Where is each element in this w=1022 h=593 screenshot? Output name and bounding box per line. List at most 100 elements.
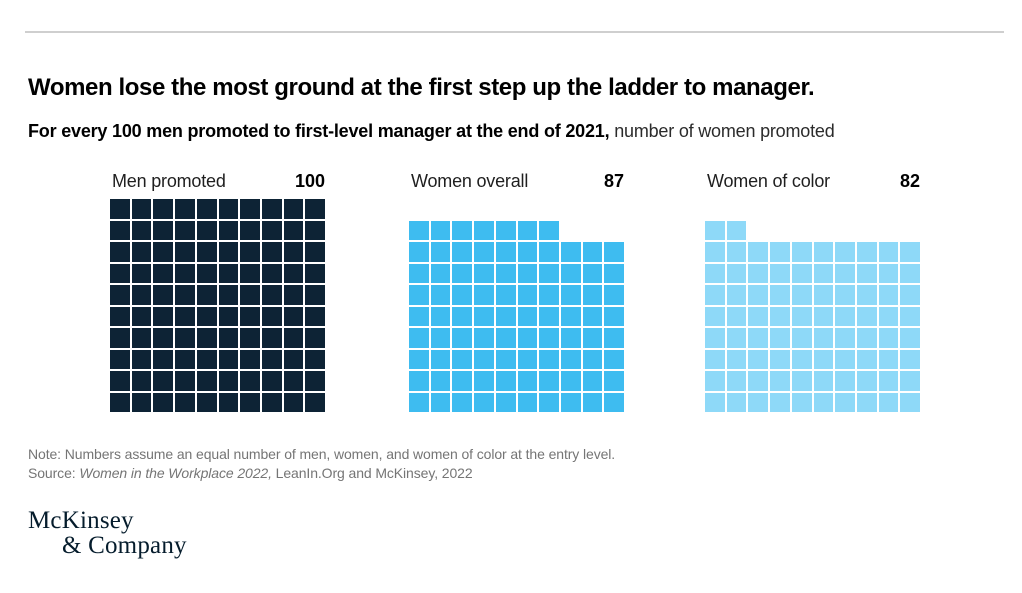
- source-line: Source: Women in the Workplace 2022, Lea…: [28, 464, 828, 483]
- waffle-cell: [452, 220, 473, 240]
- waffle-cell: [582, 285, 603, 305]
- waffle-cell: [539, 285, 559, 305]
- waffle-cell: [175, 349, 195, 369]
- waffle-cell: [748, 371, 769, 391]
- waffle-cell: [175, 242, 195, 262]
- waffle-cell: [748, 392, 769, 412]
- waffle-cell: [409, 349, 429, 369]
- waffle-cell: [283, 328, 304, 348]
- waffle-cell: [430, 306, 451, 326]
- waffle-cell: [792, 199, 812, 219]
- waffle-cell: [305, 371, 325, 391]
- chart-title: Women lose the most ground at the first …: [28, 74, 815, 102]
- waffle-cell: [175, 220, 195, 240]
- waffle-cell: [305, 242, 325, 262]
- waffle-cell: [175, 392, 195, 412]
- waffle-cell: [517, 263, 538, 283]
- waffle-cell: [604, 349, 624, 369]
- waffle-cell: [835, 242, 855, 262]
- waffle-cell: [452, 371, 473, 391]
- waffle-cell: [539, 220, 559, 240]
- waffle-cell: [175, 263, 195, 283]
- waffle-cell: [131, 328, 152, 348]
- waffle-cell: [604, 392, 624, 412]
- waffle-cell: [604, 285, 624, 305]
- waffle-cell: [748, 349, 769, 369]
- waffle-cell: [517, 285, 538, 305]
- waffle-cell: [153, 242, 174, 262]
- waffle-cell: [878, 306, 899, 326]
- waffle-cell: [813, 285, 834, 305]
- waffle-cell: [856, 392, 877, 412]
- waffle-cell: [430, 285, 451, 305]
- waffle-cell: [175, 285, 195, 305]
- waffle-cell: [705, 220, 725, 240]
- waffle-cell: [835, 306, 855, 326]
- waffle-cell: [153, 306, 174, 326]
- waffle-cell: [153, 328, 174, 348]
- waffle-cell: [705, 285, 725, 305]
- waffle-cell: [430, 392, 451, 412]
- waffle-cell: [452, 392, 473, 412]
- waffle-cell: [218, 392, 239, 412]
- waffle-cell: [878, 328, 899, 348]
- waffle-group-men-promoted: Men promoted 100: [110, 171, 325, 413]
- waffle-cell: [283, 349, 304, 369]
- waffle-cell: [283, 371, 304, 391]
- waffle-cell: [218, 306, 239, 326]
- top-divider-rule: [25, 31, 1004, 33]
- waffle-cell: [131, 392, 152, 412]
- waffle-cell: [560, 349, 581, 369]
- waffle-cell: [283, 263, 304, 283]
- waffle-cell: [900, 221, 920, 241]
- waffle-cell: [726, 220, 747, 240]
- waffle-cell: [726, 242, 747, 262]
- waffle-cell: [261, 306, 282, 326]
- waffle-cell: [452, 242, 473, 262]
- waffle-cell: [748, 306, 769, 326]
- waffle-cell: [856, 242, 877, 262]
- waffle-cell: [770, 285, 790, 305]
- waffle-cell: [261, 328, 282, 348]
- waffle-cell: [110, 263, 130, 283]
- waffle-cell: [153, 199, 174, 219]
- waffle-cell: [560, 306, 581, 326]
- waffle-cell: [409, 220, 429, 240]
- waffle-cell: [770, 263, 790, 283]
- waffle-cell: [175, 306, 195, 326]
- waffle-cell: [539, 371, 559, 391]
- waffle-cell: [539, 263, 559, 283]
- waffle-cell: [856, 263, 877, 283]
- waffle-cell: [218, 371, 239, 391]
- waffle-cell: [814, 199, 834, 219]
- waffle-cell: [131, 242, 152, 262]
- waffle-cell: [856, 328, 877, 348]
- waffle-cell: [196, 392, 217, 412]
- waffle-cell: [560, 285, 581, 305]
- waffle-cell: [474, 220, 494, 240]
- waffle-group-women-of-color: Women of color 82: [705, 171, 920, 413]
- waffle-cell: [791, 392, 812, 412]
- waffle-cell: [305, 392, 325, 412]
- waffle-cell: [409, 392, 429, 412]
- waffle-cell: [791, 328, 812, 348]
- waffle-cell: [409, 285, 429, 305]
- waffle-cell: [153, 220, 174, 240]
- waffle-cell: [110, 328, 130, 348]
- waffle-cell: [153, 349, 174, 369]
- waffle-cell: [560, 242, 581, 262]
- waffle-cell: [175, 199, 195, 219]
- waffle-cell: [791, 285, 812, 305]
- waffle-cell: [452, 263, 473, 283]
- waffle-cell: [196, 349, 217, 369]
- waffle-cell: [131, 199, 152, 219]
- waffle-cell: [218, 263, 239, 283]
- waffle-cell: [835, 221, 855, 241]
- waffle-cell: [582, 392, 603, 412]
- waffle-cell: [218, 328, 239, 348]
- waffle-cell: [539, 199, 559, 219]
- waffle-cell: [770, 392, 790, 412]
- waffle-cell: [604, 199, 624, 219]
- waffle-cell: [240, 328, 260, 348]
- waffle-cell: [430, 328, 451, 348]
